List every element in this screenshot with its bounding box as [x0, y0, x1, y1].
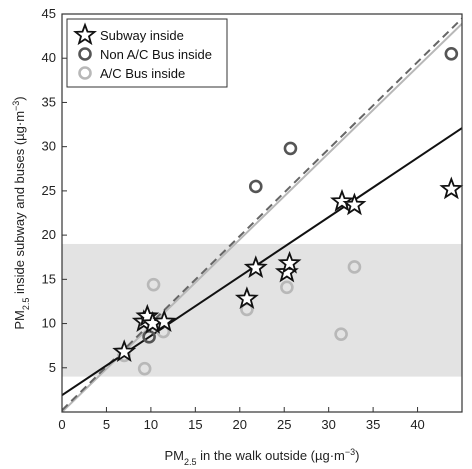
x-tick-label: 25	[277, 417, 291, 432]
data-point-subway-inside	[243, 255, 268, 279]
data-point-subway-inside	[330, 188, 354, 212]
data-point-subway-inside	[277, 250, 302, 274]
x-tick-label: 40	[410, 417, 424, 432]
legend-label-ac-bus: A/C Bus inside	[100, 66, 185, 81]
plot-frame	[61, 13, 463, 413]
y-tick-label: 20	[42, 227, 56, 242]
fit-line-non-a-c-bus-inside	[62, 17, 462, 411]
y-tick-label: 10	[42, 316, 56, 331]
legend-marker-subway-inside	[73, 22, 97, 46]
data-point-subway-inside	[152, 309, 177, 332]
y-tick-label: 40	[42, 50, 56, 65]
y-tick-label: 5	[49, 360, 56, 375]
legend-marker-non-a-c-bus-inside	[78, 47, 92, 61]
data-point-non-a-c-bus-inside	[142, 330, 156, 344]
legend-box	[66, 18, 228, 88]
data-point-subway-inside	[439, 176, 464, 200]
x-tick-label: 0	[58, 417, 65, 432]
data-point-a-c-bus-inside	[347, 260, 362, 274]
y-tick-label: 30	[42, 139, 56, 154]
x-tick-label: 10	[144, 417, 158, 432]
legend: Subway inside Non A/C Bus inside A/C Bus…	[66, 18, 228, 88]
y-tick-label: 25	[42, 183, 56, 198]
data-point-non-a-c-bus-inside	[248, 179, 263, 194]
y-tick-label: 45	[42, 6, 56, 21]
data-point-non-a-c-bus-inside	[283, 141, 298, 156]
data-point-non-a-c-bus-inside	[444, 46, 459, 61]
data-point-subway-inside	[234, 286, 259, 309]
data-point-a-c-bus-inside	[146, 277, 161, 292]
x-tick-label: 35	[366, 417, 380, 432]
data-point-subway-inside	[342, 192, 367, 216]
x-tick-label: 5	[103, 417, 110, 432]
x-tick-label: 30	[321, 417, 335, 432]
data-point-a-c-bus-inside	[334, 327, 348, 341]
x-tick-label: 20	[233, 417, 247, 432]
y-axis-title: PM2.5 inside subway and buses (µg·m−3)	[11, 96, 31, 329]
x-tick-label: 15	[188, 417, 202, 432]
data-point-subway-inside	[112, 339, 137, 363]
legend-label-subway: Subway inside	[100, 28, 184, 43]
y-tick-label: 15	[42, 271, 56, 286]
data-point-a-c-bus-inside	[137, 361, 152, 376]
legend-label-non-ac-bus: Non A/C Bus inside	[100, 47, 212, 62]
fit-line-a-c-bus-inside	[62, 23, 462, 412]
y-tick-label: 35	[42, 94, 56, 109]
data-point-a-c-bus-inside	[280, 280, 294, 295]
x-axis-title: PM2.5 in the walk outside (µg·m−3)	[164, 447, 359, 467]
legend-marker-a-c-bus-inside	[78, 66, 92, 80]
